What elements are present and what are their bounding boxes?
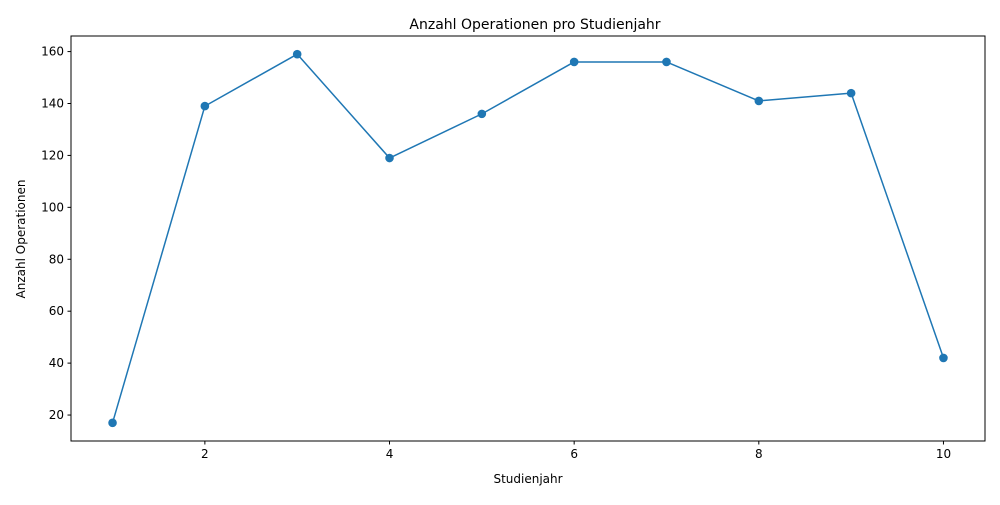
y-axis-label: Anzahl Operationen [14,180,28,299]
data-point [108,418,117,428]
x-tick-label: 10 [936,447,951,461]
data-point [846,88,856,98]
y-tick-label: 140 [41,97,64,111]
y-tick-label: 40 [49,356,64,370]
y-tick-label: 120 [41,148,64,162]
y-tick-label: 160 [41,45,64,59]
chart-title: Anzahl Operationen pro Studienjahr [409,17,660,33]
y-tick-label: 80 [49,252,64,266]
series-layer [108,49,948,428]
x-tick-label: 4 [386,447,394,461]
x-axis-label: Studienjahr [493,472,562,486]
data-point [569,57,579,67]
y-tick-label: 20 [49,408,64,422]
y-axis: 20 40 60 80 100 120 140 160 [41,45,71,422]
x-tick-label: 6 [570,447,578,461]
data-point [662,57,671,67]
x-tick-label: 8 [755,447,763,461]
data-point [477,109,487,119]
data-point [200,101,210,111]
data-point [385,153,394,163]
x-axis: 2 4 6 8 10 [201,441,951,461]
data-point [939,353,948,363]
series-line [111,53,945,424]
plot-area-frame [70,35,986,442]
x-tick-label: 2 [201,447,209,461]
y-tick-label: 100 [41,200,64,214]
data-point [754,96,764,106]
data-point [292,49,302,59]
y-tick-label: 60 [49,304,64,318]
